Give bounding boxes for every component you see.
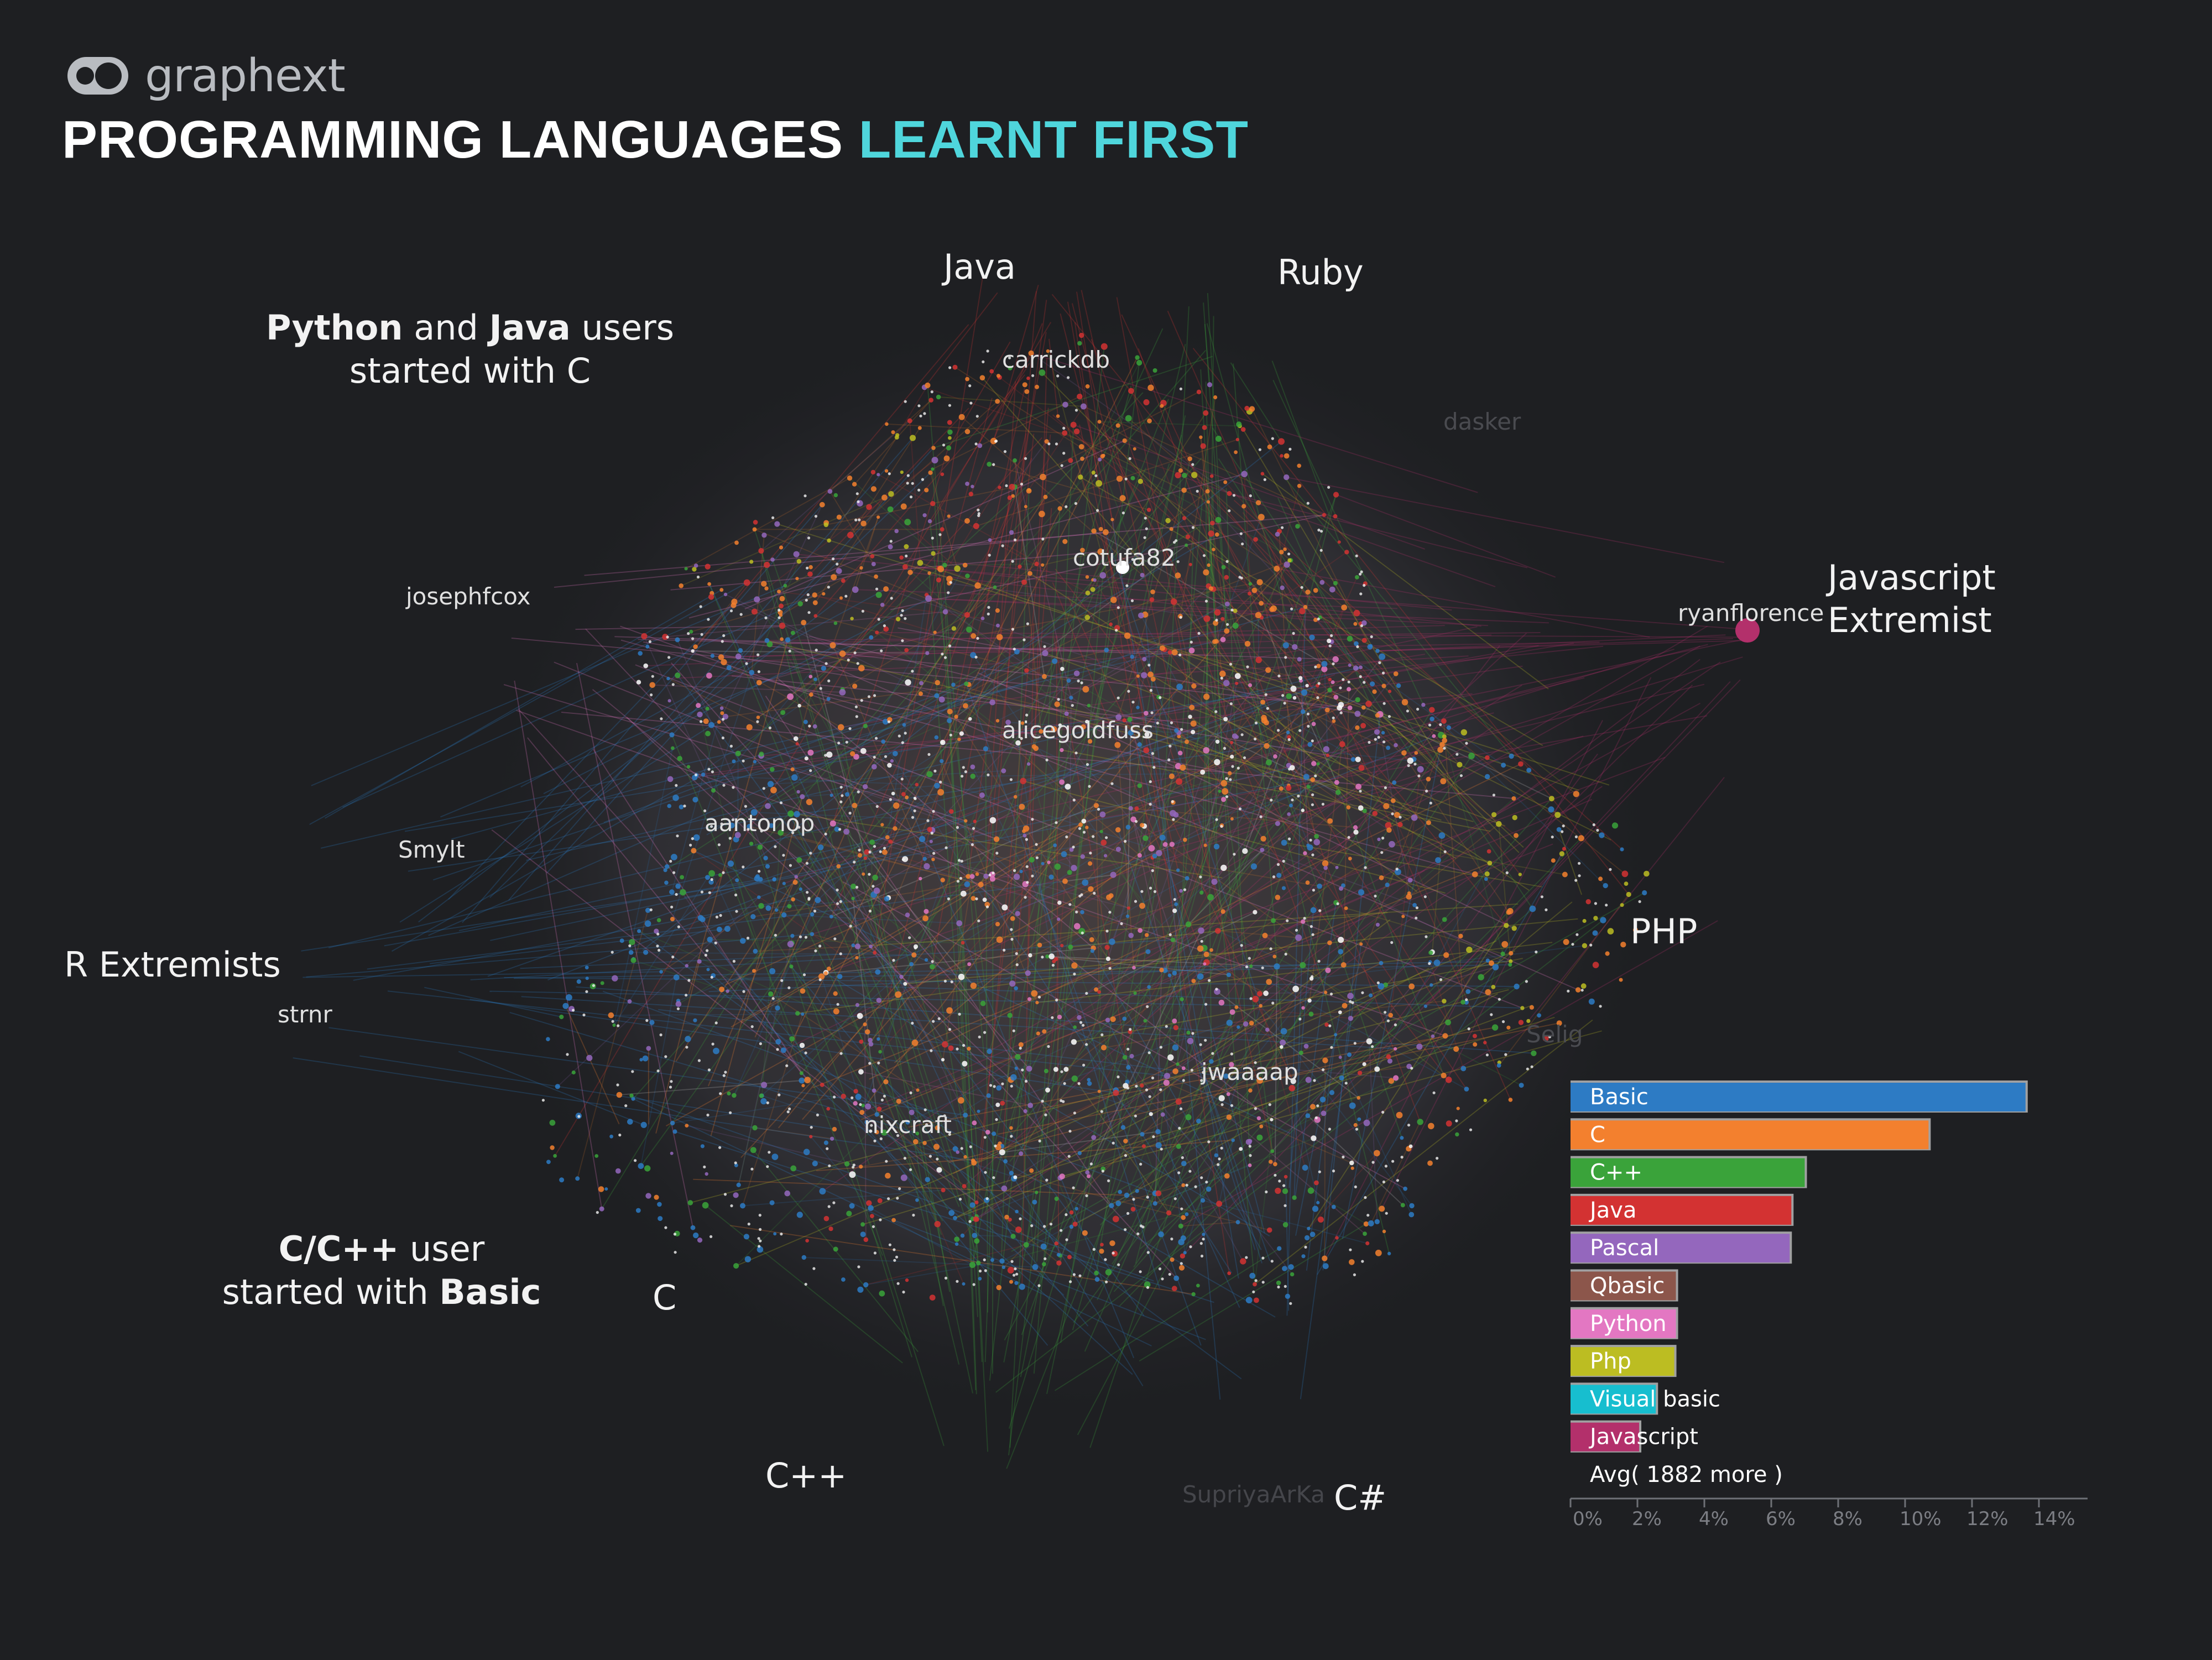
annot-users: users bbox=[570, 307, 674, 348]
annot-python: Python bbox=[266, 307, 403, 348]
cluster-label-csharp: C# bbox=[1334, 1478, 1387, 1518]
bar bbox=[1571, 1385, 1656, 1414]
node-label-strnr: strnr bbox=[278, 1001, 332, 1028]
x-tick-label: 6% bbox=[1766, 1508, 1796, 1530]
bar-row: Basic bbox=[1571, 1080, 2028, 1113]
bar-row: Java bbox=[1571, 1193, 1794, 1226]
x-tick-label: 2% bbox=[1632, 1508, 1662, 1530]
cluster-label-cpp: C++ bbox=[765, 1455, 847, 1496]
bar-label: Pascal bbox=[1590, 1235, 1659, 1261]
annotation-c-cpp: C/C++ user started with Basic bbox=[188, 1228, 575, 1314]
node-label-aantonop: aantonop bbox=[705, 810, 815, 837]
bar-row: Qbasic bbox=[1571, 1269, 1678, 1302]
node-label-josephfcox: josephfcox bbox=[406, 583, 531, 610]
bar bbox=[1571, 1158, 1805, 1187]
bar-label: C bbox=[1590, 1122, 1605, 1147]
x-tick-label: 4% bbox=[1699, 1508, 1729, 1530]
bar-row: Javascript bbox=[1571, 1420, 1698, 1453]
node-label-ryanflorence: ryanflorence bbox=[1678, 599, 1824, 627]
bar-row: C bbox=[1571, 1118, 1931, 1151]
node-label-jwaaaap: jwaaaap bbox=[1201, 1058, 1298, 1085]
graphext-logo-icon bbox=[67, 57, 128, 95]
title-accent: LEARNT FIRST bbox=[858, 110, 1249, 169]
bar-label: Python bbox=[1590, 1311, 1667, 1337]
cluster-label-java: Java bbox=[943, 247, 1016, 287]
bar-row: C++ bbox=[1571, 1156, 1807, 1188]
bar bbox=[1571, 1120, 1929, 1150]
x-tick-label: 14% bbox=[2033, 1508, 2075, 1530]
x-tick-label: 8% bbox=[1833, 1508, 1863, 1530]
bar-row: Php bbox=[1571, 1345, 1677, 1377]
x-tick-label: 12% bbox=[1966, 1508, 2008, 1530]
bar bbox=[1571, 1347, 1674, 1376]
bar-label: C++ bbox=[1590, 1160, 1642, 1186]
cluster-label-r-extremists: R Extremists bbox=[64, 944, 281, 985]
bar-row: Visual basic bbox=[1571, 1382, 1720, 1415]
node-label-nixcraft: nixcraft bbox=[864, 1111, 952, 1139]
bar-label: Java bbox=[1588, 1198, 1637, 1223]
bar bbox=[1571, 1083, 2026, 1111]
bar-label: Visual basic bbox=[1590, 1386, 1720, 1412]
cluster-label-php: PHP bbox=[1630, 911, 1698, 952]
bar bbox=[1571, 1196, 1792, 1225]
annotation-python-java: Python and Java users started with C bbox=[249, 306, 691, 393]
bar-label: Php bbox=[1590, 1349, 1631, 1374]
page-title: PROGRAMMING LANGUAGES LEARNT FIRST bbox=[62, 109, 1249, 170]
node-label-carrickdb: carrickdb bbox=[1002, 346, 1110, 373]
bar-row: Python bbox=[1571, 1307, 1678, 1339]
x-tick-label: 10% bbox=[1900, 1508, 1942, 1530]
cluster-label-javascript-2: Extremist bbox=[1828, 600, 1992, 640]
annot-user: user bbox=[399, 1229, 485, 1269]
annot-c-cpp: C/C++ bbox=[278, 1229, 399, 1269]
bar-label: Qbasic bbox=[1590, 1273, 1665, 1299]
node-label-faint-3: SupriyaArKa bbox=[1182, 1481, 1326, 1508]
node-label-smylt: Smylt bbox=[398, 836, 465, 863]
title-main: PROGRAMMING LANGUAGES bbox=[62, 110, 843, 169]
cluster-label-c: C bbox=[653, 1277, 677, 1318]
bar bbox=[1571, 1234, 1790, 1263]
brand-name: graphext bbox=[145, 49, 346, 102]
bar bbox=[1571, 1422, 1640, 1452]
cluster-label-javascript-1: Javascript bbox=[1828, 557, 1996, 598]
node-label-faint-1: dasker bbox=[1443, 408, 1521, 435]
brand-logo: graphext bbox=[65, 45, 346, 106]
node-label-alicegoldfuss: alicegoldfuss bbox=[1002, 717, 1154, 744]
bar-row: Pascal bbox=[1571, 1231, 1792, 1264]
bar-label: Javascript bbox=[1588, 1424, 1698, 1450]
bar bbox=[1571, 1271, 1676, 1301]
annot-and: and bbox=[403, 307, 489, 348]
node-label-cotufa82: cotufa82 bbox=[1073, 544, 1176, 571]
annot-started-with-c: started with C bbox=[349, 351, 591, 391]
bar-footer-label: Avg( 1882 more ) bbox=[1590, 1462, 1783, 1487]
annot-started-with: started with bbox=[222, 1272, 440, 1312]
annot-java: Java bbox=[489, 307, 571, 348]
annot-basic: Basic bbox=[439, 1272, 541, 1312]
cluster-label-ruby: Ruby bbox=[1277, 252, 1364, 293]
x-tick-label: 0% bbox=[1573, 1508, 1603, 1530]
bar-label: Basic bbox=[1590, 1084, 1648, 1110]
bar bbox=[1571, 1309, 1676, 1338]
node-label-faint-2: Selig bbox=[1526, 1021, 1583, 1048]
